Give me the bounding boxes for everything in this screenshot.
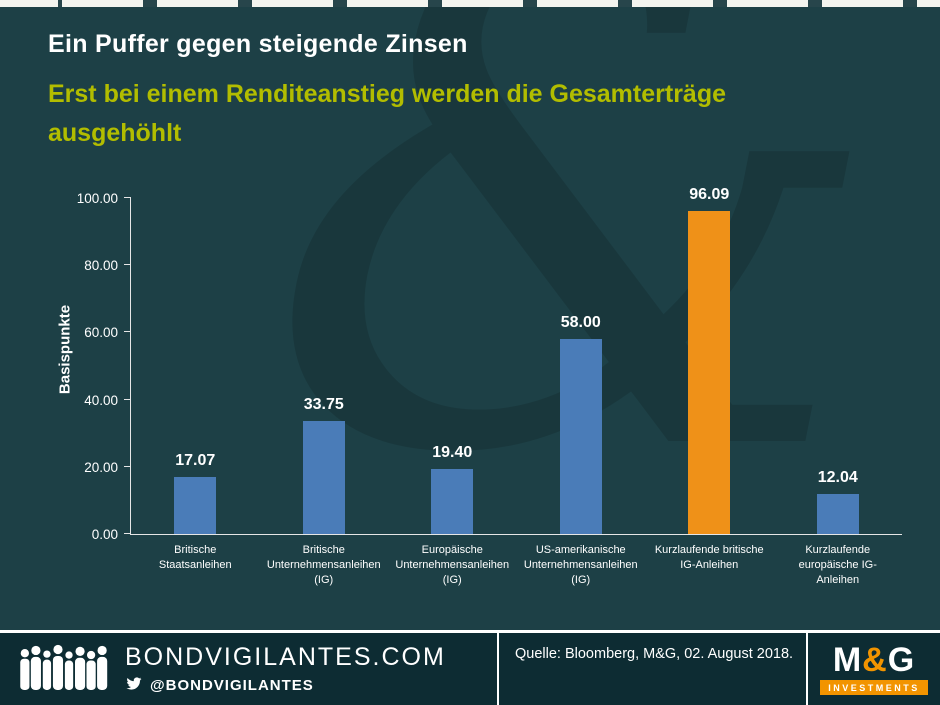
bar-category-label: Britische Unternehmensanleihen (IG): [266, 544, 381, 586]
y-tick-label: 20.00: [84, 459, 118, 475]
chart-header: Ein Puffer gegen steigende Zinsen Erst b…: [48, 30, 828, 153]
bar-group: 17.07 Britische Staatsanleihen: [131, 198, 260, 571]
bar-category-label: Europäische Unternehmensanleihen (IG): [395, 544, 510, 586]
chart-title: Ein Puffer gegen steigende Zinsen: [48, 30, 468, 58]
bar-value-label: 96.09: [689, 186, 730, 204]
bar-group: 58.00 US-amerikanische Unternehmensanleih…: [517, 198, 646, 586]
chart-subtitle: Erst bei einem Renditeanstieg werden die…: [48, 80, 727, 147]
bar-value-label: 17.07: [175, 451, 216, 469]
mg-logo-ampersand: &: [862, 641, 888, 679]
bar: [688, 211, 731, 534]
y-axis-title: Basispunkte: [56, 304, 74, 395]
bar-chart: 0.00 20.00 40.00 60.00 80.00 100.00 17.07 Brit…: [77, 186, 903, 586]
bar-value-label: 19.40: [432, 443, 473, 461]
bar: [431, 468, 474, 534]
y-tick-mark: [124, 398, 131, 400]
y-axis-ticks: 0.00 20.00 40.00 60.00 80.00 100.00: [77, 191, 902, 542]
bar-category-label: Kurzlaufende britische IG-Anleihen: [654, 544, 764, 571]
footer-site-block: BONDVIGILANTES.COM @BONDVIGILANTES: [125, 643, 446, 696]
site-name[interactable]: BONDVIGILANTES.COM: [125, 642, 446, 671]
bar-group: 33.75 Britische Unternehmensanleihen (IG): [260, 198, 389, 586]
bar-group: 12.04 Kurzlaufende europäische IG- Anleih…: [774, 198, 903, 586]
y-tick-mark: [124, 465, 131, 467]
mg-logo-m: M: [832, 641, 863, 679]
bar-category-label: US-amerikanische Unternehmensanleihen (I…: [523, 544, 638, 586]
bar: [559, 339, 602, 534]
y-tick-mark: [124, 331, 131, 333]
y-tick-mark: [124, 197, 131, 198]
mg-logo-investments-band: INVESTMENTS: [820, 680, 928, 695]
bar: [174, 476, 217, 534]
mg-logo-g: G: [887, 641, 916, 679]
twitter-row[interactable]: @BONDVIGILANTES: [125, 676, 446, 696]
bar: [302, 420, 345, 534]
bar-value-label: 12.04: [817, 468, 858, 486]
y-tick-label: 0.00: [91, 527, 118, 542]
y-tick-label: 40.00: [84, 392, 118, 408]
y-tick-label: 60.00: [84, 325, 118, 341]
y-tick-mark: [124, 264, 131, 266]
twitter-icon: [125, 676, 143, 696]
bar: [816, 493, 859, 534]
mg-logo-text: M&G: [833, 643, 915, 677]
footer-brand-left: BONDVIGILANTES.COM @BONDVIGILANTES: [0, 633, 497, 705]
bar-category-label: Kurzlaufende europäische IG- Anleihen: [798, 544, 877, 586]
bar-category-label: Britische Staatsanleihen: [158, 544, 232, 571]
y-tick-label: 80.00: [84, 258, 118, 274]
y-tick-mark: [124, 533, 131, 534]
bar-group: 19.40 Europäische Unternehmensanleihen (I…: [388, 198, 517, 586]
twitter-handle[interactable]: @BONDVIGILANTES: [150, 677, 314, 694]
top-filmstrip-decoration: [0, 0, 940, 7]
bar-group: 96.09 Kurzlaufende britische IG-Anleihen: [645, 186, 774, 571]
bar-value-label: 58.00: [560, 314, 601, 332]
bar-value-label: 33.75: [303, 395, 344, 413]
mg-logo: M&G INVESTMENTS: [806, 633, 940, 705]
crowd-icon: [16, 644, 111, 695]
plot-area: 0.00 20.00 40.00 60.00 80.00 100.00 17.07 Brit…: [77, 186, 903, 586]
footer-bar: BONDVIGILANTES.COM @BONDVIGILANTES Quell…: [0, 630, 940, 705]
source-note: Quelle: Bloomberg, M&G, 02. August 2018.: [497, 633, 806, 705]
y-tick-label: 100.00: [76, 191, 118, 206]
